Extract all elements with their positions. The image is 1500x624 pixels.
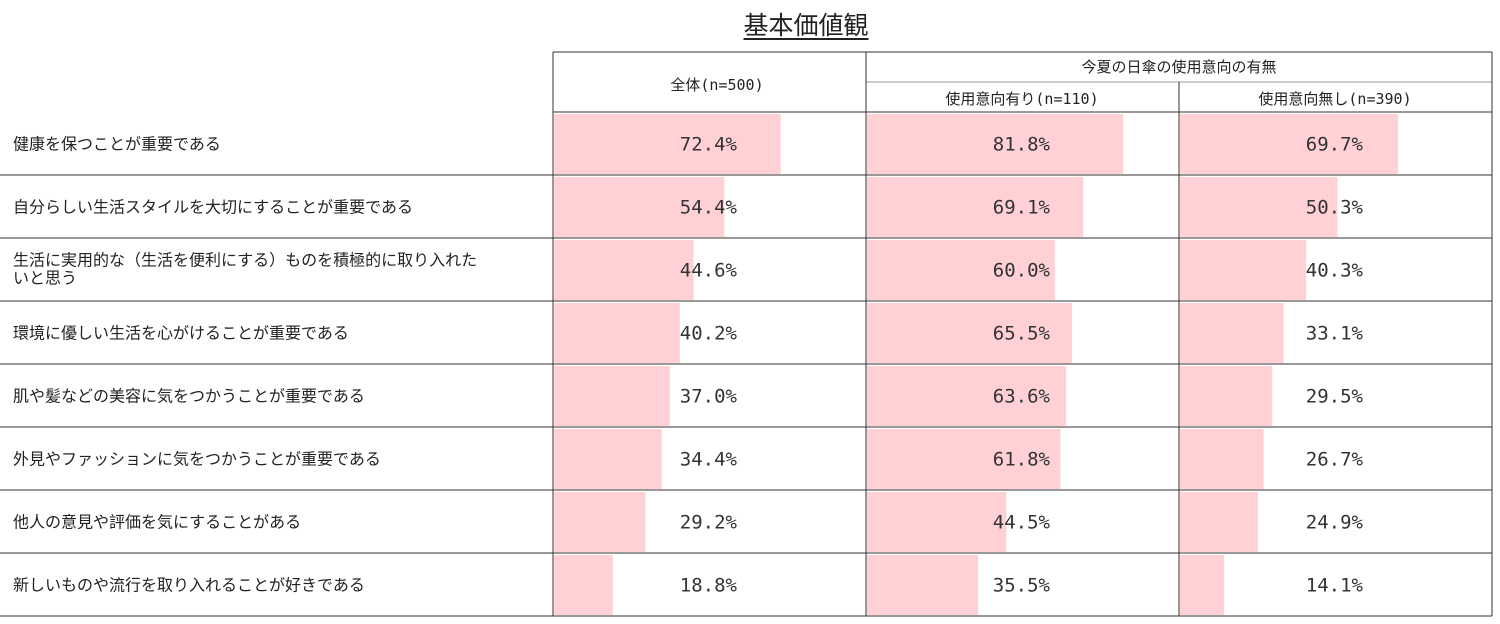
bar-series-0-row-4 (554, 366, 670, 426)
row-label-0: 健康を保つことが重要である (13, 135, 221, 154)
bar-series-0-row-1 (554, 177, 725, 237)
value-label-series-2-row-7: 14.1% (1306, 575, 1364, 597)
row-label-2: 生活に実用的な（生活を便利にする）ものを積極的に取り入れたいと思う (13, 251, 477, 288)
bar-series-0-row-6 (554, 492, 646, 552)
value-label-series-2-row-5: 26.7% (1306, 449, 1364, 471)
bar-series-2-row-4 (1180, 366, 1273, 426)
value-label-series-2-row-0: 69.7% (1306, 134, 1364, 156)
bar-series-0-row-2 (554, 240, 694, 300)
row-label-4: 肌や髪などの美容に気をつかうことが重要である (13, 387, 365, 406)
bar-layer (554, 114, 1399, 615)
value-label-series-1-row-3: 65.5% (993, 323, 1051, 345)
header-group-label: 今夏の日傘の使用意向の有無 (1081, 58, 1276, 76)
row-label-1: 自分らしい生活スタイルを大切にすることが重要である (13, 198, 413, 217)
value-label-series-1-row-0: 81.8% (993, 134, 1051, 156)
header-intent-no: 使用意向無し(n=390) (1258, 90, 1411, 108)
value-label-series-0-row-7: 18.8% (680, 575, 738, 597)
value-label-series-1-row-4: 63.6% (993, 386, 1051, 408)
value-label-series-2-row-2: 40.3% (1306, 260, 1364, 282)
bar-series-1-row-3 (867, 303, 1073, 363)
bar-series-1-row-0 (867, 114, 1124, 174)
bar-series-1-row-4 (867, 366, 1067, 426)
value-label-series-1-row-7: 35.5% (993, 575, 1051, 597)
value-label-series-1-row-2: 60.0% (993, 260, 1051, 282)
bar-series-2-row-6 (1180, 492, 1258, 552)
bar-series-1-row-2 (867, 240, 1055, 300)
value-label-series-0-row-6: 29.2% (680, 512, 738, 534)
value-label-series-1-row-6: 44.5% (993, 512, 1051, 534)
bar-series-2-row-0 (1180, 114, 1399, 174)
bar-series-2-row-7 (1180, 555, 1225, 615)
header-overall: 全体(n=500) (670, 76, 763, 94)
bar-series-2-row-5 (1180, 429, 1264, 489)
value-label-series-2-row-3: 33.1% (1306, 323, 1364, 345)
header-intent-yes: 使用意向有り(n=110) (945, 90, 1098, 108)
value-label-series-0-row-5: 34.4% (680, 449, 738, 471)
bar-series-1-row-7 (867, 555, 979, 615)
bar-series-2-row-3 (1180, 303, 1284, 363)
bar-series-0-row-3 (554, 303, 680, 363)
value-label-series-2-row-1: 50.3% (1306, 197, 1364, 219)
bar-series-0-row-7 (554, 555, 613, 615)
row-label-2-line-0: 生活に実用的な（生活を便利にする）ものを積極的に取り入れた (13, 251, 477, 270)
value-label-series-2-row-6: 24.9% (1306, 512, 1364, 534)
value-label-series-2-row-4: 29.5% (1306, 386, 1364, 408)
bar-series-1-row-5 (867, 429, 1061, 489)
value-label-series-0-row-0: 72.4% (680, 134, 738, 156)
table-grid (0, 51, 1493, 617)
value-label-series-0-row-3: 40.2% (680, 323, 738, 345)
row-label-3: 環境に優しい生活を心がけることが重要である (13, 324, 349, 343)
bar-series-2-row-1 (1180, 177, 1338, 237)
bar-series-1-row-1 (867, 177, 1084, 237)
value-label-series-0-row-4: 37.0% (680, 386, 738, 408)
value-label-layer: 72.4% 54.4% 44.6% 40.2% 37.0% 34.4% 29.2% 18.8%… (680, 134, 1364, 597)
row-label-6: 他人の意見や評価を気にすることがある (13, 513, 301, 532)
row-label-layer: 健康を保つことが重要である自分らしい生活スタイルを大切にすることが重要である生活… (13, 135, 477, 595)
bar-series-0-row-0 (554, 114, 781, 174)
value-label-series-0-row-1: 54.4% (680, 197, 738, 219)
bar-series-1-row-6 (867, 492, 1007, 552)
row-label-2-line-1: いと思う (13, 269, 77, 288)
value-label-series-0-row-2: 44.6% (680, 260, 738, 282)
bar-series-2-row-2 (1180, 240, 1307, 300)
row-label-7: 新しいものや流行を取り入れることが好きである (13, 576, 365, 595)
value-label-series-1-row-5: 61.8% (993, 449, 1051, 471)
chart-title: 基本価値観 (743, 11, 869, 40)
bar-series-0-row-5 (554, 429, 662, 489)
value-label-series-1-row-1: 69.1% (993, 197, 1051, 219)
row-label-5: 外見やファッションに気をつかうことが重要である (13, 450, 381, 469)
